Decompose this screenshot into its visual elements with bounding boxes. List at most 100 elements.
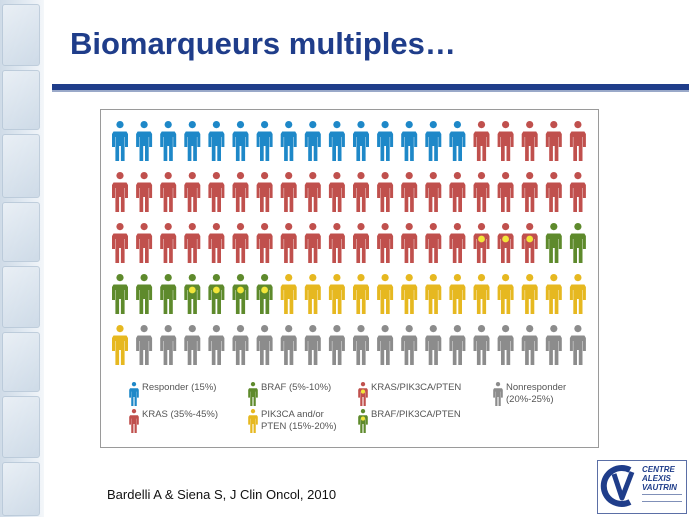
person-icon-responder: [425, 121, 442, 161]
person-icon-kras: [353, 223, 369, 263]
person-icon: [493, 382, 503, 406]
person-icon-pik3ca: [304, 274, 321, 314]
person-icon-kras: [280, 172, 297, 212]
person-icon-kras: [353, 172, 369, 212]
person-icon-pik3ca: [497, 274, 514, 314]
person-icon-kras: [136, 223, 153, 263]
person-icon-pik3ca: [473, 274, 490, 314]
person-icon: [358, 382, 368, 406]
strip-panel: [2, 134, 40, 198]
logo-text-line: VAUTRIN: [642, 483, 677, 492]
person-icon-responder: [136, 121, 153, 161]
logo-fine-print: [642, 494, 682, 502]
logo-mark-icon: [600, 465, 635, 507]
person-icon-nonresponder: [497, 325, 514, 365]
person-icon-kras: [449, 223, 466, 263]
logo-text-line: ALEXIS: [642, 474, 671, 483]
strip-panel: [2, 266, 40, 328]
person-icon-kras: [328, 172, 345, 212]
person-icon-kras: [473, 172, 490, 212]
person-icon-kras: [208, 223, 225, 263]
slide-title: Biomarqueurs multiples…: [70, 26, 456, 61]
legend-person-icon: [129, 382, 139, 406]
person-icon-kras: [425, 172, 442, 212]
person-icon: [129, 409, 139, 433]
person-icon-kras: [304, 172, 321, 212]
legend-label: PIK3CA and/or PTEN (15%-20%): [261, 409, 337, 432]
person-icon-kras: [184, 172, 201, 212]
person-icon-responder: [160, 121, 177, 161]
person-icon-pik3ca: [521, 274, 538, 314]
person-icon-responder: [256, 121, 273, 161]
person-icon-responder: [328, 121, 345, 161]
person-icon-kras: [184, 223, 201, 263]
person-icon-braf-pik3ca-pten: [208, 274, 225, 314]
person-icon-pik3ca: [112, 325, 128, 365]
person-icon-nonresponder: [473, 325, 490, 365]
person-icon-kras-pik3ca-pten: [521, 223, 538, 263]
person-icon-kras: [401, 223, 418, 263]
person-icon-kras: [232, 223, 249, 263]
person-icon: [248, 382, 258, 406]
person-icon-pik3ca: [569, 274, 586, 314]
person-icon-responder: [304, 121, 321, 161]
person-icon-kras: [160, 223, 177, 263]
person-icon-braf: [160, 274, 177, 314]
person-icon-kras: [136, 172, 153, 212]
person-icon-kras: [521, 121, 538, 161]
person-icon-nonresponder: [377, 325, 394, 365]
person-icon-kras: [377, 223, 394, 263]
person-icon-nonresponder: [304, 325, 321, 365]
person-icon-braf-pik3ca-pten: [232, 274, 249, 314]
legend-person-icon: [248, 409, 258, 433]
person-icon-nonresponder: [280, 325, 297, 365]
person-icon-kras: [569, 172, 586, 212]
person-icon-pik3ca: [353, 274, 369, 314]
title-underline-shadow: [52, 90, 689, 92]
person-icon-responder: [449, 121, 466, 161]
person-icon: [358, 409, 368, 433]
legend-person-icon: [358, 382, 368, 406]
person-icon-nonresponder: [521, 325, 538, 365]
person-icon-braf: [569, 223, 586, 263]
person-icon-nonresponder: [545, 325, 562, 365]
centre-alexis-vautrin-logo: CENTRE ALEXIS VAUTRIN: [597, 460, 687, 514]
strip-panel: [2, 202, 40, 262]
person-icon-nonresponder: [401, 325, 418, 365]
person-icon-pik3ca: [401, 274, 418, 314]
person-icon-kras: [545, 121, 562, 161]
legend-person-icon: [129, 409, 139, 433]
person-icon-kras: [328, 223, 345, 263]
person-icon-responder: [280, 121, 297, 161]
strip-panel: [2, 70, 40, 130]
pictogram-grid: [112, 121, 586, 365]
legend-person-icon: [493, 382, 503, 406]
person-icon-responder: [184, 121, 201, 161]
strip-panel: [2, 462, 40, 516]
person-icon-responder: [112, 121, 128, 161]
person-icon-kras: [280, 223, 297, 263]
person-icon-kras: [160, 172, 177, 212]
person-icon-kras: [569, 121, 586, 161]
person-icon-kras: [256, 172, 273, 212]
title-underline: [52, 84, 689, 90]
person-icon-nonresponder: [425, 325, 442, 365]
person-icon-kras: [112, 223, 128, 263]
person-icon-nonresponder: [256, 325, 273, 365]
strip-panel: [2, 332, 40, 392]
person-icon-braf: [136, 274, 153, 314]
person-icon-responder: [353, 121, 369, 161]
person-icon-kras: [473, 121, 490, 161]
left-decorative-strip: [0, 0, 44, 517]
person-icon-responder: [208, 121, 225, 161]
person-icon-pik3ca: [425, 274, 442, 314]
person-icon-pik3ca: [377, 274, 394, 314]
legend-label: Nonresponder (20%-25%): [506, 382, 567, 405]
legend-person-icon: [248, 382, 258, 406]
person-icon-braf: [112, 274, 128, 314]
legend-label: KRAS/PIK3CA/PTEN: [371, 382, 462, 393]
person-icon-kras: [449, 172, 466, 212]
person-icon-nonresponder: [569, 325, 586, 365]
person-icon-pik3ca: [545, 274, 562, 314]
legend-label: Responder (15%): [142, 382, 217, 393]
